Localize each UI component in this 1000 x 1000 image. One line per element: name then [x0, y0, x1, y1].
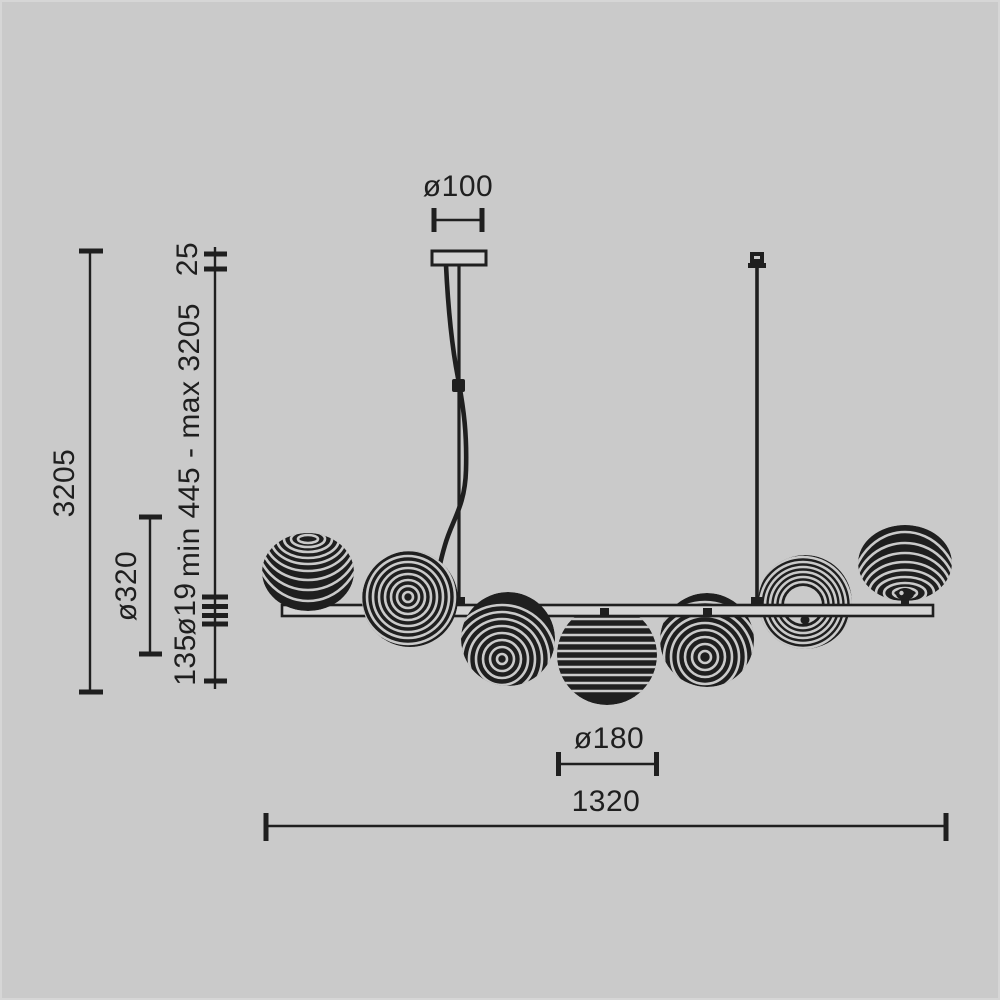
dim-label-large-shade-diameter: ø320 — [110, 550, 143, 622]
lampshade-4 — [557, 605, 657, 705]
suspension-left — [435, 264, 469, 602]
dim-label-suspension-range: min 445 - max 3205 — [173, 302, 206, 578]
dim-total-height — [79, 248, 103, 695]
right-rod-foot — [751, 597, 763, 605]
cable-gripper — [452, 379, 465, 392]
dim-label-bar-diameter: ø19 — [169, 582, 202, 636]
shade4-stem — [600, 608, 609, 617]
ceiling-canopy — [430, 249, 488, 267]
dim-total-width — [263, 813, 949, 841]
dim-label-drop-below-bar: 135 — [169, 634, 202, 686]
shade7-collar-hole — [899, 590, 904, 596]
dim-canopy-diameter — [431, 208, 485, 232]
left-rod-foot — [453, 597, 465, 605]
suspension-right-rod — [748, 252, 766, 602]
shade5-stem — [703, 608, 712, 616]
dim-small-shade — [556, 752, 659, 776]
lampshade-2 — [362, 551, 458, 647]
dim-label-canopy-thickness: 25 — [171, 241, 204, 277]
dim-label-small-shade-diameter: ø180 — [573, 722, 645, 755]
dim-label-canopy-diameter: ø100 — [422, 170, 494, 203]
dim-label-total-width: 1320 — [571, 785, 641, 818]
dim-large-shade — [139, 514, 162, 657]
dim-suspension-column — [202, 247, 228, 689]
dim-label-total-height: 3205 — [48, 448, 81, 518]
lampshade-7 — [858, 525, 952, 601]
lampshade-1 — [262, 533, 354, 611]
shade7-collar — [896, 588, 914, 600]
